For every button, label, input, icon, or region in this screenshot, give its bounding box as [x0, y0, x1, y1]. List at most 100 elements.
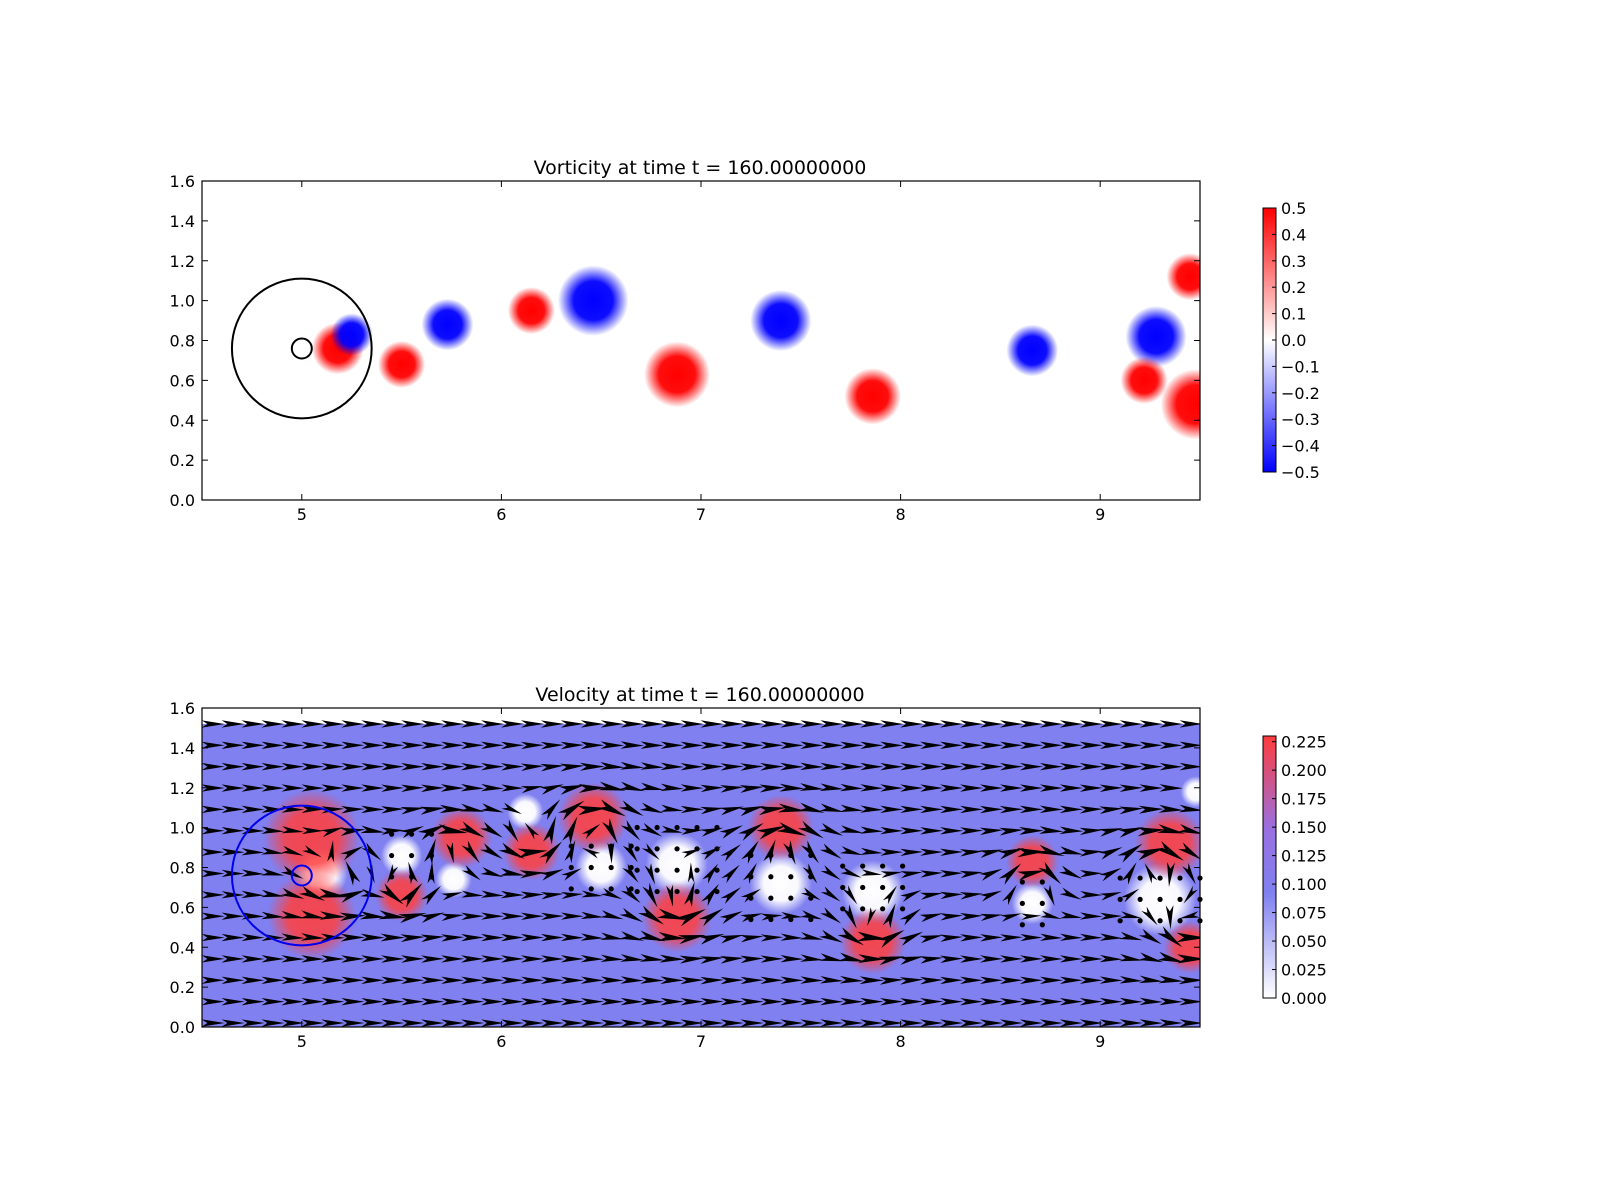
- velocity-arrow: [880, 720, 904, 728]
- velocity-arrow: [1159, 784, 1183, 792]
- stagnation-dot: [588, 886, 594, 892]
- velocity-arrow: [281, 826, 305, 834]
- velocity-arrow: [1099, 997, 1123, 1006]
- velocity-arrow: [999, 827, 1024, 836]
- velocity-arrow: [1117, 827, 1145, 838]
- velocity-arrow: [800, 741, 824, 749]
- velocity-arrow: [440, 784, 465, 792]
- velocity-arrow: [1079, 806, 1103, 814]
- velocity-arrow: [1179, 720, 1200, 728]
- velocity-arrow: [980, 976, 1004, 984]
- velocity-arrow: [740, 741, 764, 750]
- velocity-arrow: [859, 976, 885, 985]
- velocity-arrow: [940, 784, 964, 792]
- stagnation-dot: [408, 874, 415, 880]
- stagnation-dot: [1039, 879, 1045, 885]
- velocity-arrow: [560, 720, 584, 728]
- velocity-arrow: [419, 912, 445, 924]
- velocity-arrow: [940, 1019, 964, 1027]
- velocity-arrow: [1000, 976, 1024, 984]
- velocity-arrow: [738, 822, 764, 841]
- velocity-arrow: [461, 720, 485, 728]
- velocity-arrow: [740, 955, 764, 964]
- velocity-arrow: [1000, 997, 1024, 1006]
- velocity-arrow: [421, 763, 445, 771]
- velocity-arrow: [1099, 741, 1123, 749]
- velocity-arrow: [1039, 976, 1063, 984]
- velocity-arrow: [1019, 826, 1044, 835]
- velocity-arrow: [261, 720, 285, 728]
- velocity-arrow: [840, 720, 864, 728]
- velocity-arrow: [1019, 762, 1043, 771]
- velocity-colorbar-tick-label: 0.225: [1281, 733, 1327, 752]
- stagnation-dot: [840, 906, 846, 912]
- velocity-arrow: [458, 821, 485, 838]
- velocity-arrow: [742, 862, 757, 884]
- velocity-arrow: [660, 804, 684, 812]
- velocity-arrow: [819, 929, 844, 943]
- stagnation-dot: [1157, 896, 1163, 903]
- velocity-arrow: [659, 954, 685, 963]
- velocity-arrow: [980, 784, 1004, 792]
- velocity-arrow: [680, 720, 704, 728]
- velocity-arrow: [318, 888, 348, 898]
- negative-vortex: [1125, 305, 1187, 368]
- x-tick-label: 9: [1095, 505, 1105, 524]
- velocity-arrow: [221, 891, 245, 899]
- velocity-arrow: [842, 904, 857, 929]
- velocity-arrow: [960, 913, 984, 921]
- velocity-arrow: [644, 863, 656, 885]
- velocity-arrow: [1119, 784, 1144, 793]
- velocity-arrow: [361, 720, 385, 728]
- velocity-arrow: [1019, 720, 1043, 728]
- velocity-arrow: [860, 997, 884, 1006]
- velocity-arrow: [400, 806, 425, 815]
- y-tick-label: 0.2: [170, 451, 195, 470]
- y-tick-label: 0.6: [170, 371, 195, 390]
- velocity-arrow: [1000, 784, 1024, 792]
- velocity-arrow: [760, 1019, 784, 1027]
- velocity-arrow: [600, 976, 624, 984]
- stagnation-dot: [428, 874, 435, 880]
- velocity-arrow: [460, 783, 485, 792]
- x-tick-label: 5: [297, 505, 307, 524]
- velocity-arrow: [960, 805, 984, 814]
- velocity-arrow: [700, 806, 724, 815]
- velocity-arrow: [1119, 741, 1143, 749]
- velocity-arrow: [579, 762, 605, 771]
- velocity-arrow: [1000, 913, 1022, 922]
- stagnation-dot: [840, 863, 846, 869]
- velocity-arrow: [640, 762, 664, 770]
- velocity-arrow: [1017, 870, 1046, 881]
- velocity-arrow: [1121, 862, 1137, 885]
- velocity-arrow: [687, 862, 695, 883]
- velocity-arrow: [381, 806, 405, 814]
- stagnation-dot: [808, 852, 814, 858]
- velocity-arrow: [939, 934, 964, 942]
- velocity-arrow: [1019, 997, 1043, 1006]
- velocity-arrow: [301, 976, 325, 984]
- x-tick-label: 6: [496, 505, 506, 524]
- velocity-arrow: [1059, 1019, 1083, 1027]
- velocity-arrow: [684, 881, 695, 907]
- stagnation-dot: [588, 864, 594, 871]
- velocity-arrow: [620, 820, 641, 841]
- boundary-circle: [290, 864, 313, 887]
- velocity-arrow: [1156, 840, 1185, 861]
- velocity-arrow: [241, 955, 265, 963]
- velocity-arrow: [1040, 910, 1062, 920]
- stagnation-dot: [768, 916, 774, 923]
- stagnation-dot: [880, 863, 886, 869]
- velocity-arrow: [999, 805, 1024, 814]
- velocity-arrow: [420, 784, 445, 793]
- velocity-arrow: [780, 741, 804, 749]
- stagnation-dot: [694, 846, 700, 852]
- velocity-arrow: [1119, 997, 1143, 1006]
- velocity-arrow: [1159, 741, 1183, 749]
- velocity-arrow: [361, 842, 382, 861]
- velocity-arrow: [480, 803, 504, 813]
- velocity-arrow: [598, 781, 626, 791]
- velocity-arrow: [1000, 741, 1024, 749]
- velocity-arrow: [1059, 887, 1082, 900]
- stagnation-dot: [788, 895, 794, 901]
